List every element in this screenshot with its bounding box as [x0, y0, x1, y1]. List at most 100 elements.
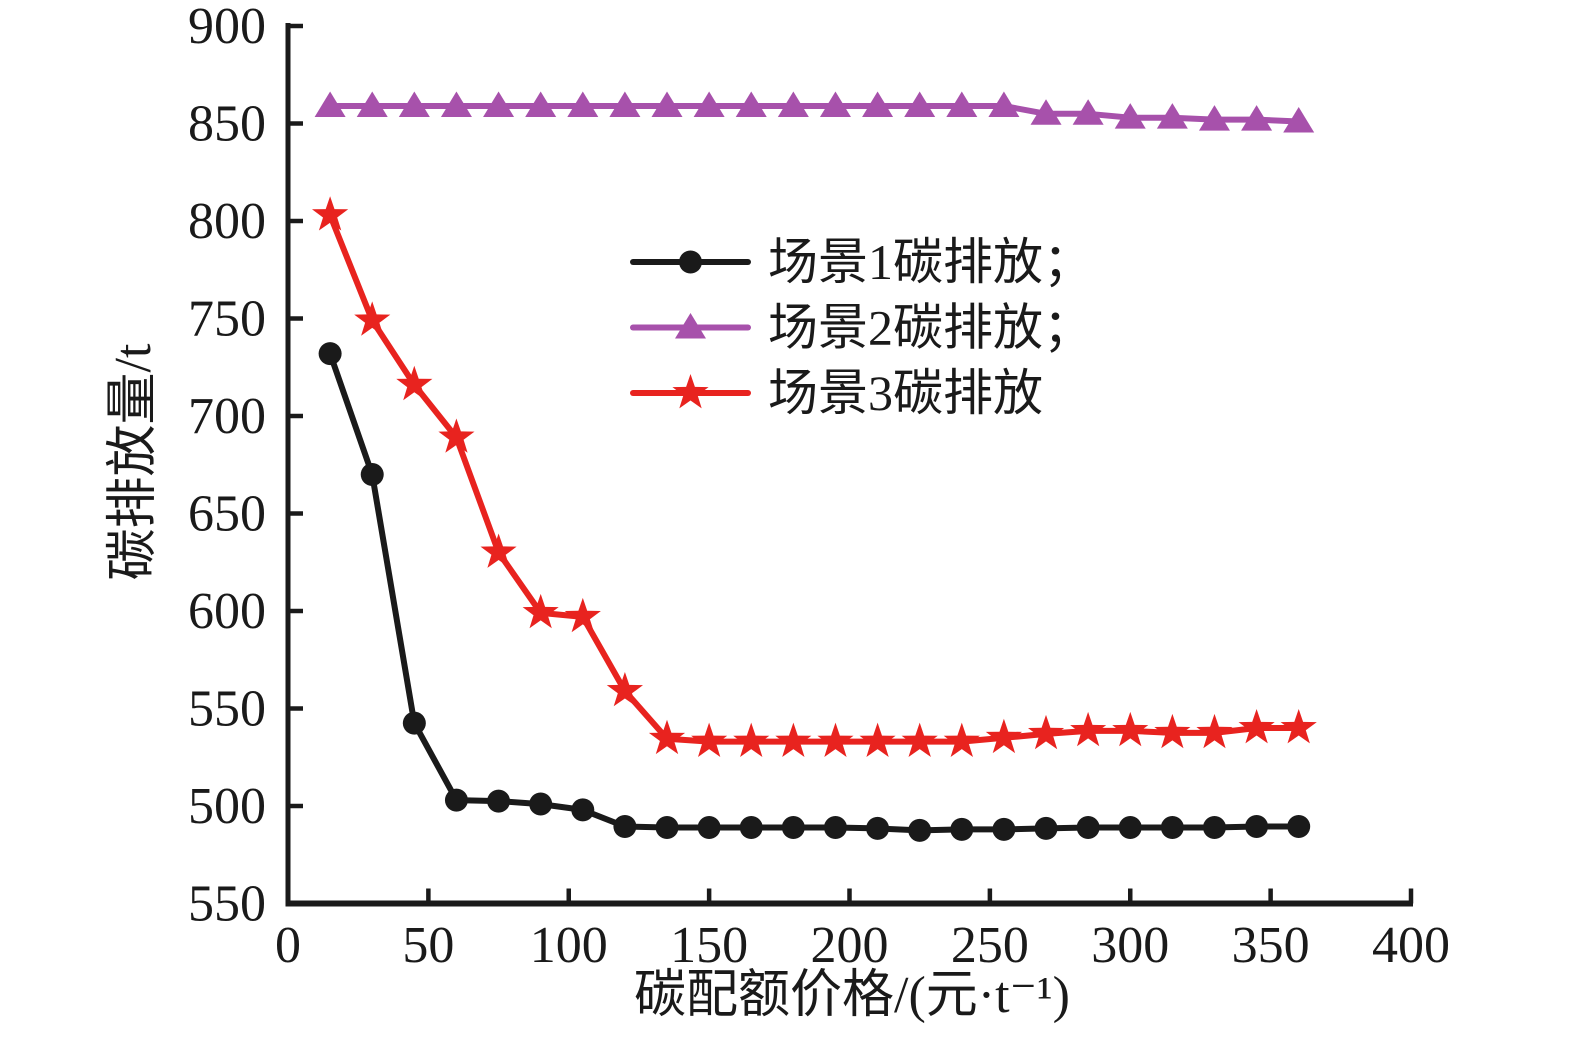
- series-2-marker: [525, 91, 557, 117]
- series-1-marker: [697, 815, 721, 839]
- y-tick-label: 900: [188, 0, 266, 55]
- series-3-marker: [1196, 713, 1233, 749]
- series-1-marker: [992, 817, 1016, 841]
- series-1-marker: [1118, 815, 1142, 839]
- series-3-marker: [522, 593, 559, 629]
- series-2-marker: [904, 91, 936, 117]
- series-1-marker: [739, 815, 763, 839]
- series-2-marker: [356, 91, 388, 117]
- series-2-marker: [398, 91, 430, 117]
- series-3-marker: [1028, 714, 1065, 750]
- y-tick-label: 550: [188, 681, 266, 738]
- series-1-line: [327, 350, 1302, 834]
- x-tick-label: 250: [951, 917, 1029, 974]
- series-1-marker: [318, 342, 342, 366]
- series-1-marker: [444, 788, 468, 812]
- series-3-marker: [943, 722, 980, 757]
- series-3-marker: [859, 722, 896, 757]
- series-1-marker: [571, 798, 595, 822]
- series-2-marker: [1198, 105, 1230, 131]
- y-tick-label: 600: [188, 583, 266, 640]
- series-2-marker: [1241, 105, 1273, 131]
- y-tick-label: 700: [188, 388, 266, 445]
- series-2-marker: [1283, 107, 1315, 133]
- y-axis-title: 碳排放量/t: [105, 343, 162, 580]
- series-3-marker: [480, 533, 517, 568]
- x-tick-label: 0: [275, 917, 301, 974]
- series-2-marker: [946, 91, 978, 117]
- series-2-marker: [1156, 103, 1188, 129]
- series-1-marker: [613, 814, 637, 838]
- series-2-marker: [1030, 99, 1062, 125]
- series-2-marker: [314, 91, 346, 117]
- series-3-line: [327, 212, 1302, 745]
- series-3-marker: [606, 672, 643, 707]
- series-3-marker: [1070, 711, 1107, 747]
- series-3-marker: [985, 718, 1022, 754]
- series-3-marker: [817, 722, 854, 757]
- series-3-marker: [396, 365, 433, 401]
- y-tick-label: 500: [188, 778, 266, 835]
- legend-sample-marker-2: [675, 313, 706, 339]
- series-2-marker: [862, 91, 894, 117]
- series-1-marker: [1245, 814, 1269, 838]
- legend-label-2: 场景2碳排放；: [768, 300, 1093, 356]
- series-3-marker: [1238, 709, 1275, 744]
- legend-label-1: 场景1碳排放；: [768, 234, 1093, 290]
- series-2-marker: [819, 91, 851, 117]
- series-3-marker: [1154, 713, 1191, 749]
- y-tick-label: 650: [188, 486, 266, 543]
- series-1-marker: [866, 816, 890, 840]
- series-3-marker: [564, 597, 601, 633]
- series-2-marker: [693, 91, 725, 117]
- series-3-marker: [354, 301, 391, 336]
- legend-sample-marker-3: [672, 374, 709, 409]
- series-3-marker: [691, 722, 728, 757]
- series-1-marker: [529, 792, 553, 816]
- series-1-marker: [1076, 815, 1100, 839]
- y-tick-label: 750: [188, 291, 266, 348]
- x-tick-label: 100: [530, 917, 608, 974]
- series-3-marker: [901, 722, 938, 757]
- series-2-marker: [777, 91, 809, 117]
- series-2-marker: [1114, 103, 1146, 129]
- series-1-marker: [1202, 815, 1226, 839]
- x-tick-label: 400: [1372, 917, 1450, 974]
- legend-sample-marker-1: [679, 250, 702, 274]
- series-3-marker: [1112, 711, 1149, 747]
- series-1-marker: [1034, 816, 1058, 840]
- series-1-marker: [908, 818, 932, 842]
- y-tick-label: 550: [188, 876, 266, 933]
- x-tick-label: 50: [402, 917, 454, 974]
- y-tick-label: 850: [188, 96, 266, 153]
- series-2-marker: [988, 91, 1020, 117]
- series-2-marker: [735, 91, 767, 117]
- series-1-marker: [781, 815, 805, 839]
- series-3-marker: [312, 196, 349, 231]
- series-1-marker: [487, 789, 511, 813]
- x-tick-label: 200: [811, 917, 889, 974]
- series-3-marker: [775, 722, 812, 757]
- series-2-line: [327, 103, 1302, 125]
- series-2-marker: [1072, 99, 1104, 125]
- series-3-marker: [648, 719, 686, 755]
- series-3-marker: [733, 722, 770, 757]
- series-1-marker: [823, 815, 847, 839]
- series-2-marker: [651, 91, 683, 117]
- series-2-marker: [567, 91, 599, 117]
- y-tick-label: 800: [188, 193, 266, 250]
- x-tick-label: 350: [1232, 917, 1310, 974]
- series-2-marker: [609, 91, 641, 117]
- series-1-marker: [402, 711, 426, 735]
- x-tick-label: 300: [1091, 917, 1169, 974]
- series-1-marker: [1160, 815, 1184, 839]
- series-2-marker: [440, 91, 472, 117]
- series-2-marker: [483, 91, 515, 117]
- series-3-marker: [1280, 709, 1317, 744]
- series-3-marker: [438, 418, 475, 453]
- series-1-marker: [360, 463, 384, 486]
- series-1-marker: [950, 817, 974, 841]
- legend-label-3: 场景3碳排放: [768, 365, 1043, 421]
